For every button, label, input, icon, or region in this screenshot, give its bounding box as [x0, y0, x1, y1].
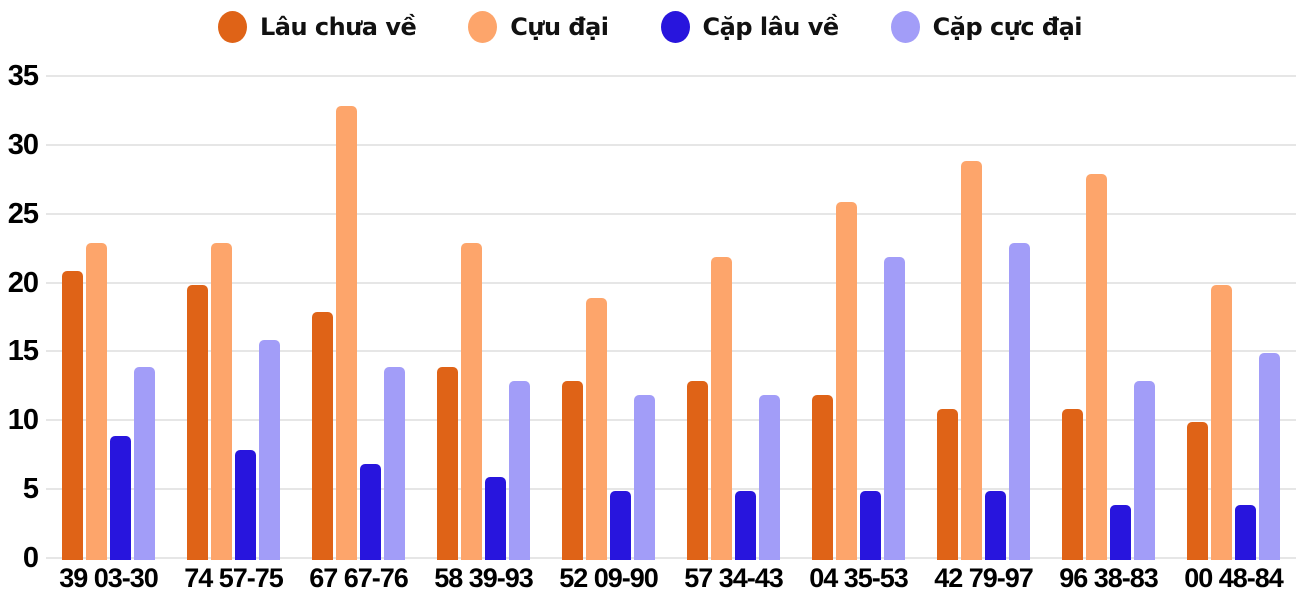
- bar[interactable]: [1009, 243, 1030, 560]
- x-tick-label: 74 57-75: [184, 563, 284, 593]
- bar[interactable]: [110, 436, 131, 560]
- bar[interactable]: [562, 381, 583, 560]
- y-tick-label: 10: [7, 404, 39, 437]
- x-tick-label: 52 09-90: [559, 563, 659, 593]
- bar[interactable]: [961, 161, 982, 560]
- x-axis: 39 03-30 74 57-75 67 67-76 58 39-93 52 09-90…: [46, 562, 1296, 594]
- gridline: [46, 143, 1296, 146]
- x-tick-label: 39 03-30: [59, 563, 159, 593]
- bar-group: [546, 76, 671, 560]
- bar[interactable]: [461, 243, 482, 560]
- bar[interactable]: [86, 243, 107, 560]
- bar[interactable]: [211, 243, 232, 560]
- bar[interactable]: [360, 464, 381, 560]
- bar-group: [796, 76, 921, 560]
- gridline: [46, 212, 1296, 215]
- bar-group: [671, 76, 796, 560]
- y-tick-label: 35: [7, 60, 39, 92]
- x-tick-label: 57 34-43: [684, 563, 784, 593]
- bar[interactable]: [884, 257, 905, 560]
- bar[interactable]: [860, 491, 881, 560]
- legend-label: Cặp lâu về: [702, 13, 840, 41]
- bar[interactable]: [1086, 174, 1107, 560]
- bar[interactable]: [437, 367, 458, 560]
- bar-group: [1046, 76, 1171, 560]
- bar[interactable]: [1110, 505, 1131, 560]
- bar[interactable]: [610, 491, 631, 560]
- x-tick-label: 00 48-84: [1184, 563, 1284, 593]
- gridline: [46, 350, 1296, 353]
- bar[interactable]: [985, 491, 1006, 560]
- legend-item-lau-chua-ve[interactable]: Lâu chưa về: [217, 11, 417, 43]
- plot-area: [46, 75, 1296, 560]
- bar[interactable]: [1134, 381, 1155, 560]
- bar[interactable]: [384, 367, 405, 560]
- bar[interactable]: [711, 257, 732, 560]
- bar[interactable]: [134, 367, 155, 560]
- bar[interactable]: [1187, 422, 1208, 560]
- bar[interactable]: [62, 271, 83, 560]
- bar-group: [296, 76, 421, 560]
- legend-label: Cựu đại: [510, 13, 609, 41]
- legend-label: Cặp cực đại: [932, 13, 1083, 41]
- y-tick-label: 5: [22, 473, 39, 506]
- bar[interactable]: [812, 395, 833, 560]
- bar[interactable]: [312, 312, 333, 560]
- bar-group: [46, 76, 171, 560]
- bar[interactable]: [687, 381, 708, 560]
- legend-swatch-icon: [890, 11, 920, 43]
- legend-swatch-icon: [660, 11, 690, 43]
- bar[interactable]: [759, 395, 780, 560]
- x-tick-label: 42 79-97: [934, 563, 1034, 593]
- bar[interactable]: [1235, 505, 1256, 560]
- bar[interactable]: [336, 106, 357, 560]
- gridline: [46, 419, 1296, 422]
- y-tick-label: 20: [7, 266, 39, 299]
- x-tick-label: 58 39-93: [434, 563, 534, 593]
- bar[interactable]: [1211, 285, 1232, 560]
- bar[interactable]: [735, 491, 756, 560]
- bar[interactable]: [937, 409, 958, 560]
- bar-group: [921, 76, 1046, 560]
- legend-label: Lâu chưa về: [259, 13, 417, 41]
- legend-swatch-icon: [217, 11, 247, 43]
- bar[interactable]: [836, 202, 857, 560]
- bar[interactable]: [1259, 353, 1280, 560]
- bar[interactable]: [259, 340, 280, 560]
- legend-item-cap-cuc-dai[interactable]: Cặp cực đại: [890, 11, 1083, 43]
- bar[interactable]: [187, 285, 208, 560]
- y-axis: 0 5 10 15 20 25 30 35: [0, 0, 39, 600]
- bar[interactable]: [485, 477, 506, 560]
- gridline: [46, 557, 1296, 559]
- bar[interactable]: [235, 450, 256, 560]
- legend: Lâu chưa về Cựu đại Cặp lâu về Cặp cực đ…: [0, 6, 1300, 48]
- y-tick-label: 0: [22, 542, 39, 574]
- x-tick-label: 04 35-53: [809, 563, 909, 593]
- x-tick-label: 67 67-76: [309, 563, 409, 593]
- bar-groups: [46, 76, 1296, 560]
- bar[interactable]: [586, 298, 607, 560]
- bar[interactable]: [634, 395, 655, 560]
- gridline: [46, 75, 1296, 77]
- bar[interactable]: [509, 381, 530, 560]
- gridline: [46, 488, 1296, 491]
- bar-group: [171, 76, 296, 560]
- x-tick-label: 96 38-83: [1059, 563, 1159, 593]
- legend-item-cuu-dai[interactable]: Cựu đại: [468, 11, 609, 43]
- bar-group: [421, 76, 546, 560]
- y-tick-label: 15: [7, 335, 39, 368]
- gridline: [46, 281, 1296, 284]
- y-tick-label: 25: [7, 197, 39, 230]
- bar-group: [1171, 76, 1296, 560]
- legend-swatch-icon: [468, 11, 498, 43]
- legend-item-cap-lau-ve[interactable]: Cặp lâu về: [660, 11, 840, 43]
- y-tick-label: 30: [7, 128, 39, 161]
- bar[interactable]: [1062, 409, 1083, 560]
